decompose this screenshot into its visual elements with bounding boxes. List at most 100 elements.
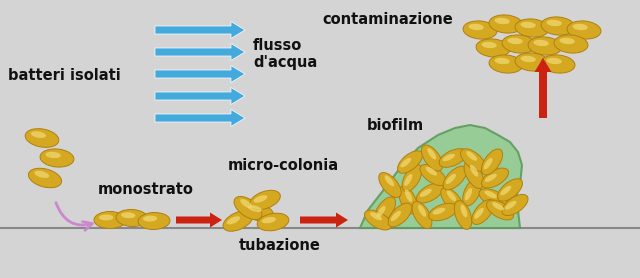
Ellipse shape: [417, 183, 444, 203]
Ellipse shape: [573, 24, 588, 30]
Ellipse shape: [439, 149, 467, 167]
FancyArrow shape: [155, 21, 245, 38]
Ellipse shape: [481, 42, 497, 48]
Ellipse shape: [370, 212, 382, 220]
Ellipse shape: [402, 165, 422, 192]
Ellipse shape: [374, 197, 396, 223]
Ellipse shape: [443, 166, 467, 190]
Text: contaminazione: contaminazione: [322, 12, 452, 27]
Ellipse shape: [412, 202, 432, 229]
Ellipse shape: [253, 195, 268, 203]
Ellipse shape: [520, 56, 536, 62]
Ellipse shape: [454, 201, 472, 229]
Ellipse shape: [547, 20, 562, 26]
Ellipse shape: [559, 38, 575, 44]
Ellipse shape: [495, 58, 510, 64]
FancyArrow shape: [300, 212, 348, 227]
FancyArrow shape: [155, 43, 245, 61]
Text: micro-colonia: micro-colonia: [228, 158, 339, 173]
Ellipse shape: [486, 200, 513, 220]
FancyArrowPatch shape: [56, 203, 92, 230]
Ellipse shape: [420, 164, 446, 186]
Ellipse shape: [234, 197, 262, 220]
Ellipse shape: [502, 194, 528, 215]
Ellipse shape: [474, 208, 484, 219]
Ellipse shape: [484, 174, 497, 182]
Ellipse shape: [404, 174, 412, 186]
Ellipse shape: [138, 212, 170, 230]
Ellipse shape: [472, 200, 494, 224]
FancyArrow shape: [155, 66, 245, 83]
Ellipse shape: [377, 206, 385, 217]
Text: batteri isolati: batteri isolati: [8, 68, 121, 83]
Text: tubazione: tubazione: [239, 238, 321, 253]
Ellipse shape: [257, 213, 289, 231]
Ellipse shape: [515, 53, 549, 71]
Ellipse shape: [121, 212, 136, 218]
Ellipse shape: [464, 162, 484, 188]
Ellipse shape: [25, 129, 59, 147]
Ellipse shape: [262, 217, 276, 223]
Ellipse shape: [445, 174, 456, 184]
Ellipse shape: [497, 179, 522, 201]
Ellipse shape: [443, 154, 455, 161]
Ellipse shape: [433, 208, 445, 215]
Ellipse shape: [505, 201, 516, 210]
Ellipse shape: [554, 35, 588, 53]
Ellipse shape: [515, 19, 549, 37]
FancyArrow shape: [176, 212, 222, 227]
Ellipse shape: [484, 191, 497, 198]
Ellipse shape: [467, 151, 477, 161]
Ellipse shape: [405, 190, 412, 202]
FancyArrow shape: [155, 110, 245, 126]
Ellipse shape: [479, 189, 507, 207]
Ellipse shape: [399, 186, 417, 214]
Ellipse shape: [470, 165, 478, 177]
Ellipse shape: [401, 158, 412, 167]
Ellipse shape: [391, 211, 401, 221]
Ellipse shape: [492, 202, 504, 210]
FancyArrow shape: [534, 58, 552, 118]
Ellipse shape: [489, 55, 523, 73]
Ellipse shape: [476, 39, 510, 57]
Ellipse shape: [528, 37, 562, 55]
Ellipse shape: [567, 21, 601, 39]
Ellipse shape: [502, 35, 536, 53]
Ellipse shape: [534, 40, 548, 46]
Ellipse shape: [35, 171, 49, 178]
Ellipse shape: [364, 210, 392, 230]
Ellipse shape: [418, 205, 426, 217]
Ellipse shape: [379, 173, 401, 197]
Ellipse shape: [240, 199, 252, 208]
Ellipse shape: [227, 216, 240, 224]
Ellipse shape: [481, 168, 509, 188]
Ellipse shape: [250, 190, 280, 210]
Ellipse shape: [481, 149, 502, 175]
Ellipse shape: [541, 17, 575, 35]
Ellipse shape: [28, 168, 61, 188]
Ellipse shape: [508, 38, 523, 44]
Ellipse shape: [489, 15, 523, 33]
Ellipse shape: [520, 22, 536, 28]
Ellipse shape: [547, 58, 562, 64]
Ellipse shape: [40, 149, 74, 167]
Ellipse shape: [426, 167, 437, 175]
Ellipse shape: [461, 204, 467, 217]
Ellipse shape: [447, 190, 456, 201]
Ellipse shape: [429, 203, 458, 221]
Ellipse shape: [388, 203, 412, 227]
Ellipse shape: [541, 55, 575, 73]
Ellipse shape: [420, 189, 432, 197]
Ellipse shape: [143, 216, 157, 222]
Text: flusso
d'acqua: flusso d'acqua: [253, 38, 317, 70]
Ellipse shape: [468, 24, 484, 30]
Ellipse shape: [484, 158, 493, 169]
Ellipse shape: [421, 145, 443, 171]
Ellipse shape: [463, 178, 481, 206]
Ellipse shape: [45, 152, 61, 158]
Ellipse shape: [441, 188, 463, 212]
Ellipse shape: [223, 211, 253, 231]
Ellipse shape: [243, 203, 274, 221]
Ellipse shape: [397, 151, 422, 173]
Ellipse shape: [116, 209, 148, 227]
